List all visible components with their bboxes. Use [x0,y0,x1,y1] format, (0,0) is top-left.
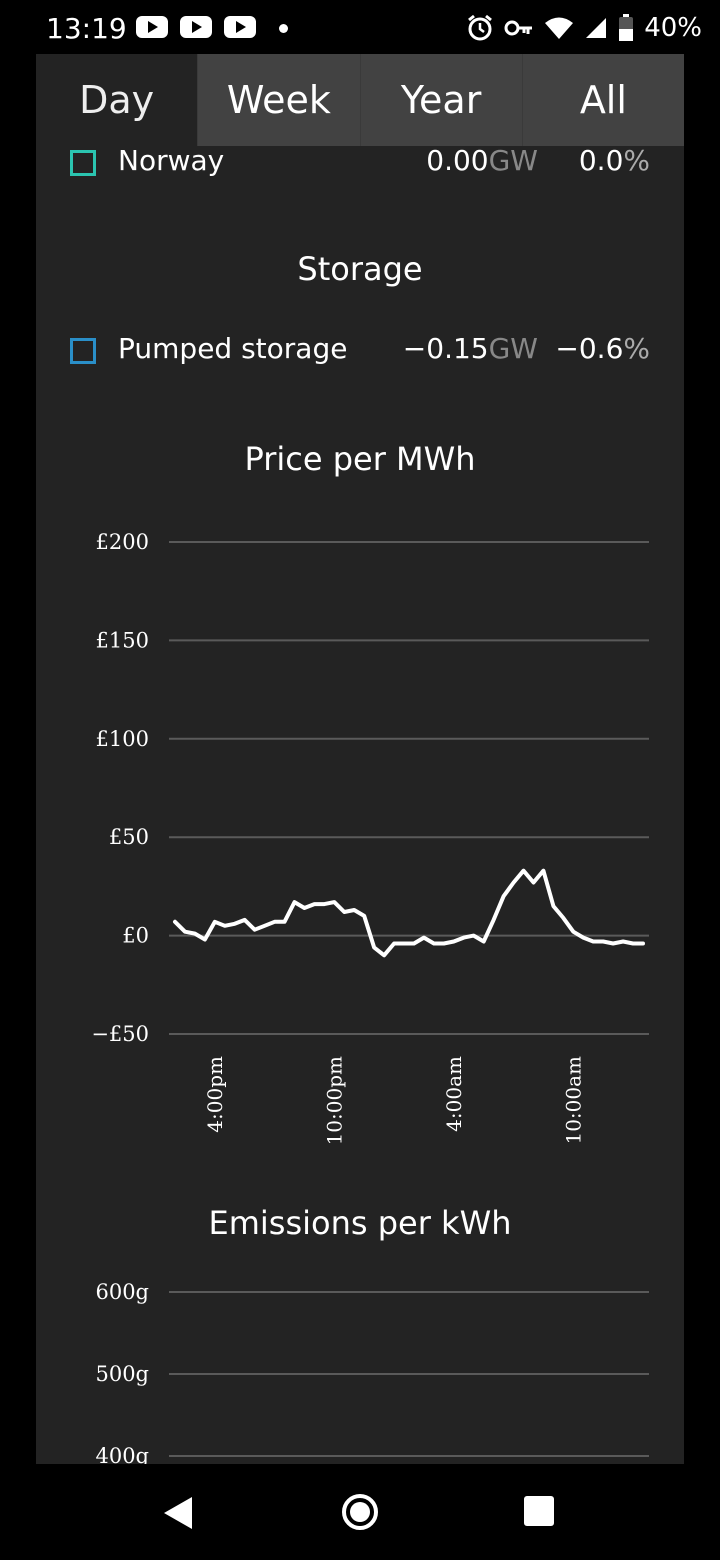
y-tick-label: −£50 [91,1022,149,1046]
home-icon[interactable] [342,1494,378,1530]
battery-icon [619,14,634,41]
youtube-icon [136,16,168,38]
storage-name: Pumped storage [118,332,348,365]
status-bar: 13:19 40% [0,0,720,56]
status-time: 13:19 [46,12,127,45]
y-tick-label: £0 [122,924,149,948]
main-card: Norway 0.00GW 0.0% Day Week Year All Sto… [36,54,684,1464]
y-tick-label: £200 [96,530,149,554]
youtube-icon [180,16,212,38]
storage-percent: −0.6% [555,332,650,365]
legend-swatch [70,150,96,176]
storage-value: −0.15GW [402,332,538,365]
tab-day[interactable]: Day [36,54,198,146]
tab-week[interactable]: Week [197,54,360,146]
emissions-chart-title: Emissions per kWh [208,1204,512,1242]
x-tick-label: 4:00pm [203,1056,227,1133]
x-tick-label: 10:00pm [322,1056,346,1145]
tab-all[interactable]: All [521,54,684,146]
youtube-icon [224,16,256,38]
source-row-norway: Norway 0.00GW 0.0% [70,142,650,186]
period-tabs: Day Week Year All [36,54,684,146]
y-tick-label: £100 [96,727,149,751]
x-tick-label: 10:00am [561,1056,585,1145]
source-value: 0.00GW [426,144,538,177]
source-name: Norway [118,144,225,177]
y-tick-label: 400g [95,1444,149,1464]
price-series-line [173,868,645,958]
nav-bar [0,1464,720,1560]
y-tick-label: £150 [96,628,149,652]
tab-year[interactable]: Year [359,54,522,146]
x-tick-label: 4:00am [442,1056,466,1132]
y-tick-label: 500g [95,1362,149,1386]
recent-apps-icon[interactable] [524,1496,554,1526]
emissions-chart: 600g 500g 400g [95,1280,649,1464]
storage-row-pumped: Pumped storage −0.15GW −0.6% [70,330,650,374]
back-icon[interactable] [164,1497,192,1529]
wifi-icon [545,17,574,39]
price-chart: £200 £150 £100 £50 £0 −£50 4:00pm 10:00pm 4:00am… [91,530,649,1145]
battery-percent: 40% [644,13,702,43]
vpn-key-icon [504,20,533,36]
legend-swatch [70,338,96,364]
signal-icon [586,18,607,38]
y-tick-label: 600g [95,1280,149,1304]
y-tick-label: £50 [109,825,149,849]
notification-dot-icon [279,24,288,33]
price-chart-title: Price per MWh [244,440,476,478]
source-percent: 0.0% [578,144,650,177]
alarm-icon [468,14,493,41]
storage-heading: Storage [297,250,423,288]
